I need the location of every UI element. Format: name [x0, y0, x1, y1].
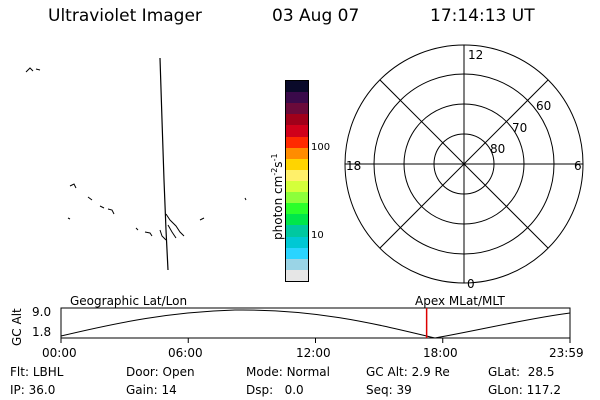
status-seq: Seq: 39	[366, 383, 412, 397]
colorbar-segment	[286, 103, 308, 115]
status-filter: Flt: LBHL	[10, 365, 64, 379]
colorbar-segment	[286, 125, 308, 137]
colorbar-segment	[286, 225, 308, 237]
timeline-right-title: Apex MLat/MLT	[415, 294, 505, 308]
colorbar-segment	[286, 92, 308, 104]
colorbar-segment	[286, 81, 308, 93]
altitude-curve	[60, 309, 571, 339]
colorbar-segment	[286, 136, 308, 148]
meridian-line	[159, 57, 169, 271]
coastline-fragments	[25, 67, 247, 241]
status-door: Door: Open	[126, 365, 195, 379]
polar-label-6: 6	[574, 159, 582, 173]
colorbar-unit-label: photon cm-2s-1	[270, 153, 285, 240]
timeline-tick-1200: 12:00	[296, 346, 331, 360]
status-ip: IP: 36.0	[10, 383, 56, 397]
polar-label-0: 0	[467, 277, 475, 291]
colorbar-segment	[286, 147, 308, 159]
timeline-tick-2359: 23:59	[549, 346, 584, 360]
geographic-map	[25, 57, 247, 271]
status-mode: Mode: Normal	[246, 365, 330, 379]
timeline-left-title: Geographic Lat/Lon	[70, 294, 188, 308]
status-dsp: Dsp: 0.0	[246, 383, 304, 397]
colorbar-tick-100: 100	[311, 142, 331, 153]
status-gain: Gain: 14	[126, 383, 177, 397]
colorbar-segment	[286, 180, 308, 193]
status-glat: GLat: 28.5	[488, 365, 555, 379]
polar-label-lat-60: 60	[536, 99, 551, 113]
instrument-title: Ultraviolet Imager	[48, 6, 202, 26]
timeline-tick-0600: 06:00	[168, 346, 203, 360]
colorbar-tick-10: 10	[311, 230, 324, 241]
polar-label-18: 18	[346, 159, 361, 173]
date-label: 03 Aug 07	[272, 6, 360, 26]
status-gc-alt: GC Alt: 2.9 Re	[366, 365, 450, 379]
timeline-tick-0000: 00:00	[42, 346, 77, 360]
polar-label-lat-70: 70	[512, 121, 527, 135]
colorbar-segment	[286, 269, 308, 281]
colorbar-segment	[286, 236, 308, 248]
colorbar-segment	[286, 169, 308, 181]
timeline-plot	[60, 307, 571, 343]
colorbar-segment	[286, 114, 308, 126]
colorbar-segment	[286, 258, 308, 270]
color-scale-bar	[285, 80, 309, 282]
colorbar-segment	[286, 158, 308, 170]
polar-label-12: 12	[468, 48, 483, 62]
colorbar-segment	[286, 192, 308, 204]
timeline-ymin: 1.8	[32, 325, 52, 339]
polar-label-lat-80: 80	[490, 142, 505, 156]
colorbar-segment	[286, 247, 308, 259]
time-label: 17:14:13 UT	[430, 6, 535, 26]
polar-plot: 12 18 6 0 60 70 80	[344, 44, 584, 291]
polar-diagonal-2	[379, 79, 549, 249]
status-glon: GLon: 117.2	[488, 383, 561, 397]
timeline-tick-marks	[60, 338, 571, 343]
timeline-ymax: 9.0	[32, 305, 52, 319]
colorbar-segment	[286, 203, 308, 215]
timeline-frame	[60, 307, 571, 339]
colorbar-segment	[286, 214, 308, 226]
timeline-tick-1800: 18:00	[423, 346, 458, 360]
